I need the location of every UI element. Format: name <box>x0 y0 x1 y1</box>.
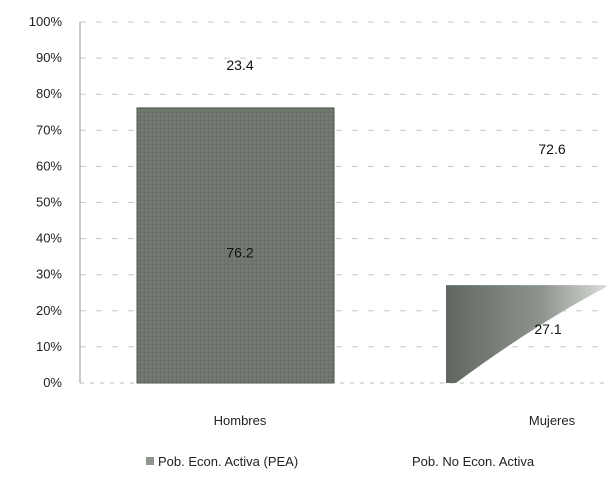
data-labels: 76.2 23.4 27.1 72.6 <box>226 57 565 337</box>
data-label-no-activa: 23.4 <box>226 57 253 73</box>
legend: Pob. Econ. Activa (PEA) Pob. No Econ. Act… <box>146 454 535 469</box>
data-label-pea: 27.1 <box>534 321 561 337</box>
y-tick-label: 60% <box>36 158 62 173</box>
y-tick-label: 0% <box>43 375 62 390</box>
legend-swatch-pea <box>146 457 154 465</box>
bar-pea-mujeres <box>446 285 606 383</box>
legend-swatch-no-activa <box>404 457 412 465</box>
x-axis: Hombres Mujeres <box>214 413 576 428</box>
data-label-no-activa: 72.6 <box>538 141 565 157</box>
legend-label-no-activa: Pob. No Econ. Activa <box>412 454 535 469</box>
x-category-label: Hombres <box>214 413 267 428</box>
legend-label-pea: Pob. Econ. Activa (PEA) <box>158 454 298 469</box>
data-label-pea: 76.2 <box>226 244 253 260</box>
y-tick-label: 70% <box>36 122 62 137</box>
y-tick-label: 80% <box>36 86 62 101</box>
bar-pea-hombres <box>136 107 335 384</box>
y-tick-label: 30% <box>36 267 62 282</box>
y-tick-label: 50% <box>36 195 62 210</box>
y-tick-label: 10% <box>36 339 62 354</box>
y-tick-label: 20% <box>36 303 62 318</box>
gridlines <box>80 21 606 384</box>
y-axis: 0% 10% 20% 30% 40% 50% 60% 70% 80% 90% 100% <box>29 14 81 390</box>
bars <box>136 107 606 384</box>
x-category-label: Mujeres <box>529 413 576 428</box>
y-tick-label: 100% <box>29 14 63 29</box>
y-tick-label: 90% <box>36 50 62 65</box>
y-tick-label: 40% <box>36 231 62 246</box>
